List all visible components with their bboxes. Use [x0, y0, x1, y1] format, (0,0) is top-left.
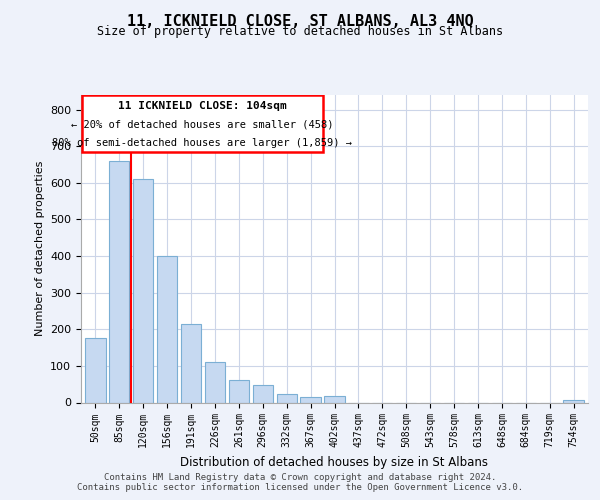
Text: 80% of semi-detached houses are larger (1,859) →: 80% of semi-detached houses are larger (…: [52, 138, 352, 147]
Bar: [325, 396, 344, 402]
Bar: [133, 179, 154, 402]
Bar: [157, 256, 177, 402]
Bar: [181, 324, 201, 402]
Text: Contains HM Land Registry data © Crown copyright and database right 2024.
Contai: Contains HM Land Registry data © Crown c…: [77, 473, 523, 492]
Bar: [82, 95, 323, 152]
Bar: [563, 400, 584, 402]
Bar: [277, 394, 297, 402]
Y-axis label: Number of detached properties: Number of detached properties: [35, 161, 44, 336]
Bar: [229, 380, 249, 402]
Text: ← 20% of detached houses are smaller (458): ← 20% of detached houses are smaller (45…: [71, 120, 334, 130]
Bar: [205, 362, 225, 403]
Text: 11 ICKNIELD CLOSE: 104sqm: 11 ICKNIELD CLOSE: 104sqm: [118, 101, 287, 111]
Bar: [301, 397, 321, 402]
Text: Size of property relative to detached houses in St Albans: Size of property relative to detached ho…: [97, 25, 503, 38]
X-axis label: Distribution of detached houses by size in St Albans: Distribution of detached houses by size …: [181, 456, 488, 469]
Bar: [109, 161, 130, 402]
Bar: [253, 385, 273, 402]
Text: 11, ICKNIELD CLOSE, ST ALBANS, AL3 4NQ: 11, ICKNIELD CLOSE, ST ALBANS, AL3 4NQ: [127, 14, 473, 29]
Bar: [85, 338, 106, 402]
